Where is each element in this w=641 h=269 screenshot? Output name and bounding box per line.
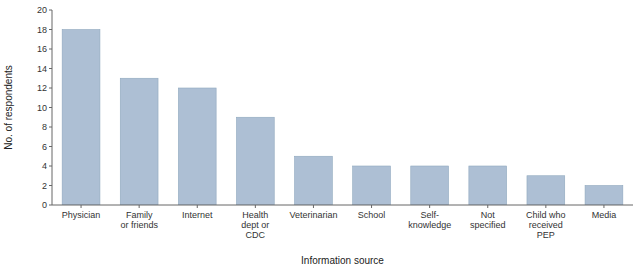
x-tick [197, 205, 198, 208]
y-tick [49, 205, 52, 206]
y-tick [49, 185, 52, 186]
x-tick [603, 205, 604, 208]
x-tick [545, 205, 546, 208]
bar [585, 186, 623, 206]
x-tick-label: Healthdept orCDC [241, 210, 269, 240]
x-tick-label: Familyor friends [120, 210, 158, 230]
x-tick [371, 205, 372, 208]
y-tick [49, 166, 52, 167]
x-tick-label: Internet [182, 210, 213, 220]
x-tick [487, 205, 488, 208]
y-tick-label: 20 [37, 5, 47, 15]
x-tick [429, 205, 430, 208]
y-tick-label: 4 [42, 161, 47, 171]
bar [527, 176, 565, 205]
x-tick-label: Veterinarian [289, 210, 337, 220]
y-tick-label: 12 [37, 83, 47, 93]
y-tick-label: 8 [42, 122, 47, 132]
x-tick-label: Self-knowledge [408, 210, 451, 230]
bar [353, 166, 391, 205]
bar [178, 88, 216, 205]
y-tick-label: 18 [37, 25, 47, 35]
bar [295, 156, 333, 205]
bar [411, 166, 449, 205]
bar [120, 78, 158, 205]
y-tick [49, 68, 52, 69]
y-tick-label: 14 [37, 64, 47, 74]
y-tick [49, 10, 52, 11]
y-tick [49, 29, 52, 30]
y-tick-label: 2 [42, 181, 47, 191]
x-tick [313, 205, 314, 208]
y-tick-label: 10 [37, 103, 47, 113]
x-tick-label: Media [592, 210, 617, 220]
y-tick-label: 16 [37, 44, 47, 54]
x-tick-label: School [358, 210, 386, 220]
x-tick [139, 205, 140, 208]
y-tick [49, 107, 52, 108]
y-tick [49, 146, 52, 147]
y-tick [49, 49, 52, 50]
chart: 0 2 4 6 8 10 12 14 16 18 20 Physician Familyor frien… [0, 0, 641, 269]
x-tick [81, 205, 82, 208]
bar [236, 117, 274, 205]
x-axis-label: Information source [301, 255, 384, 266]
y-tick [49, 127, 52, 128]
y-tick-label: 0 [42, 200, 47, 210]
y-tick-label: 6 [42, 142, 47, 152]
x-tick [255, 205, 256, 208]
y-axis-label: No. of respondents [3, 65, 14, 150]
bar [469, 166, 507, 205]
bar [62, 30, 100, 206]
y-tick [49, 88, 52, 89]
bars [62, 30, 623, 206]
x-tick-label: Child whoreceivedPEP [526, 210, 566, 240]
x-tick-label: Physician [62, 210, 101, 220]
x-tick-label: Notspecified [470, 210, 506, 230]
chart-container: 0 2 4 6 8 10 12 14 16 18 20 Physician Familyor frien… [0, 0, 641, 269]
